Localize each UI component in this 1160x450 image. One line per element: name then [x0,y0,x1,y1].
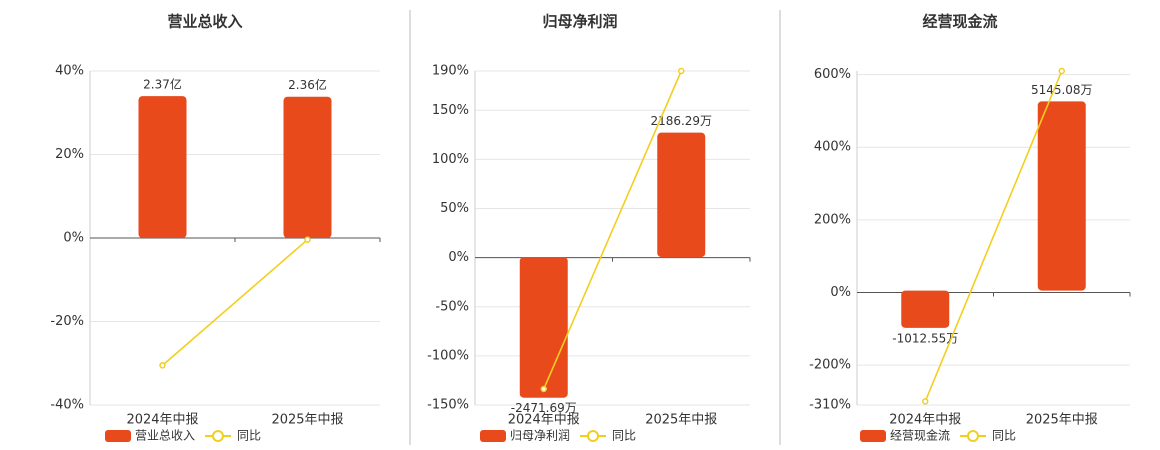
x-tick-label: 2025年中报 [1026,413,1098,428]
legend-label: 同比 [612,429,636,443]
value-label: 2.37亿 [143,77,182,92]
y-tick-label: 600% [814,67,851,82]
legend-label: 经营现金流 [890,428,950,443]
line-point [540,385,547,393]
y-tick-label: 190% [432,64,469,79]
y-tick-label: -150% [427,398,469,413]
y-tick-label: 100% [432,152,469,167]
line-point [159,362,166,369]
chart-title: 经营现金流 [922,13,997,31]
value-label: 5145.08万 [1031,83,1093,97]
y-tick-label: 0% [830,285,851,300]
legend-label: 同比 [237,429,261,443]
y-tick-label: 50% [440,201,469,216]
bar [283,96,332,239]
y-tick-label: 400% [814,140,851,155]
legend-swatch [105,430,131,442]
legend-label: 归母净利润 [510,429,570,443]
x-tick-label: 2024年中报 [126,413,198,428]
y-tick-label: -310% [809,398,851,413]
value-label: -1012.55万 [892,331,958,345]
chart-title: 归母净利润 [542,13,617,31]
y-tick-label: 0% [63,231,84,246]
bar [519,257,568,398]
y-tick-label: -20% [50,314,84,329]
legend-marker [212,430,224,442]
y-tick-label: 40% [55,64,84,79]
y-tick-label: 200% [814,212,851,227]
bar [657,132,706,258]
bar [901,290,950,328]
legend-swatch [860,430,886,442]
value-label: -2471.69万 [511,401,577,415]
chart-title: 营业总收入 [167,13,242,31]
line [161,239,309,366]
line [924,70,1063,402]
y-tick-label: -50% [435,299,469,314]
line-point [922,398,929,405]
line-point [678,67,685,75]
y-tick-label: -40% [50,398,84,413]
legend-label: 同比 [992,429,1016,443]
y-tick-label: -200% [809,358,851,373]
y-tick-label: -100% [427,348,469,363]
legend-marker [967,430,979,442]
line [543,70,682,390]
bar [138,96,187,238]
value-label: 2.36亿 [288,77,327,92]
line-point [304,236,311,243]
x-tick-label: 2024年中报 [889,413,961,428]
y-tick-label: 150% [432,103,469,118]
x-tick-label: 2025年中报 [271,413,343,428]
value-label: 2186.29万 [650,114,712,128]
line-point [1058,67,1065,75]
y-tick-label: 0% [448,250,469,265]
legend-label: 营业总收入 [135,429,195,443]
x-tick-label: 2025年中报 [645,413,717,428]
y-tick-label: 20% [55,147,84,162]
bar [1037,101,1086,291]
x-tick-label: 2024年中报 [508,413,580,428]
legend-swatch [480,430,506,442]
legend-marker [587,430,599,442]
